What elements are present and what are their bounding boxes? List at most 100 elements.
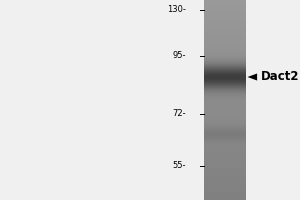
Bar — [204, 196, 246, 197]
Bar — [204, 95, 246, 96]
Bar — [204, 19, 246, 20]
Bar — [204, 143, 246, 144]
Bar — [204, 92, 246, 93]
Bar — [204, 56, 246, 57]
Bar — [204, 24, 246, 25]
Bar — [204, 153, 246, 154]
Bar — [204, 15, 246, 16]
Bar — [204, 65, 246, 66]
Bar — [204, 71, 246, 72]
Bar — [204, 146, 246, 147]
Bar — [204, 145, 246, 146]
Bar — [204, 51, 246, 52]
Bar — [204, 37, 246, 38]
Bar — [204, 127, 246, 128]
Bar — [204, 130, 246, 131]
Bar — [204, 192, 246, 193]
Bar — [204, 163, 246, 164]
Bar — [204, 85, 246, 86]
Bar — [204, 132, 246, 133]
Bar — [204, 186, 246, 187]
Bar — [204, 96, 246, 97]
Bar — [204, 158, 246, 159]
Bar — [204, 44, 246, 45]
Bar — [204, 62, 246, 63]
Bar — [204, 87, 246, 88]
Bar — [204, 47, 246, 48]
Bar — [204, 8, 246, 9]
Bar — [204, 183, 246, 184]
Bar — [204, 137, 246, 138]
Text: Dact2: Dact2 — [261, 71, 299, 84]
Bar — [204, 23, 246, 24]
Bar — [204, 86, 246, 87]
Bar — [204, 42, 246, 43]
Bar — [204, 93, 246, 94]
Bar — [204, 176, 246, 177]
Bar — [204, 118, 246, 119]
Bar — [204, 198, 246, 199]
Bar — [204, 26, 246, 27]
Bar — [204, 45, 246, 46]
Bar — [204, 80, 246, 81]
Bar — [204, 75, 246, 76]
Bar — [204, 179, 246, 180]
Bar — [204, 94, 246, 95]
Bar — [204, 2, 246, 3]
Bar — [204, 67, 246, 68]
Bar — [204, 66, 246, 67]
Bar — [204, 40, 246, 41]
Bar — [204, 193, 246, 194]
Bar — [204, 110, 246, 111]
Bar — [204, 194, 246, 195]
Bar — [204, 48, 246, 49]
Bar — [204, 17, 246, 18]
Bar — [204, 81, 246, 82]
Bar — [204, 4, 246, 5]
Bar — [204, 119, 246, 120]
Bar — [204, 28, 246, 29]
Bar — [204, 195, 246, 196]
Bar — [204, 100, 246, 101]
Bar — [204, 27, 246, 28]
Bar — [204, 174, 246, 175]
Bar — [204, 101, 246, 102]
Bar — [204, 168, 246, 169]
Bar — [204, 121, 246, 122]
Bar — [204, 39, 246, 40]
Bar — [204, 112, 246, 113]
Bar — [204, 123, 246, 124]
Text: 55-: 55- — [172, 162, 186, 170]
Bar — [204, 46, 246, 47]
Bar — [204, 105, 246, 106]
Bar — [204, 129, 246, 130]
Bar — [204, 83, 246, 84]
Bar — [204, 167, 246, 168]
Bar — [204, 21, 246, 22]
Bar — [204, 10, 246, 11]
Text: 72-: 72- — [172, 109, 186, 118]
Bar — [204, 25, 246, 26]
Bar — [204, 185, 246, 186]
Bar — [204, 160, 246, 161]
Bar — [204, 182, 246, 183]
Bar — [204, 113, 246, 114]
Bar — [204, 175, 246, 176]
Bar — [204, 128, 246, 129]
Bar — [204, 6, 246, 7]
Bar — [204, 97, 246, 98]
Bar — [204, 20, 246, 21]
Bar — [204, 109, 246, 110]
Bar — [204, 43, 246, 44]
Bar — [204, 41, 246, 42]
Bar — [204, 178, 246, 179]
Bar — [204, 170, 246, 171]
Bar — [204, 135, 246, 136]
Bar — [204, 74, 246, 75]
Bar — [204, 16, 246, 17]
Bar — [204, 29, 246, 30]
Bar — [204, 7, 246, 8]
Bar — [204, 136, 246, 137]
Bar — [204, 0, 246, 1]
Bar — [204, 120, 246, 121]
